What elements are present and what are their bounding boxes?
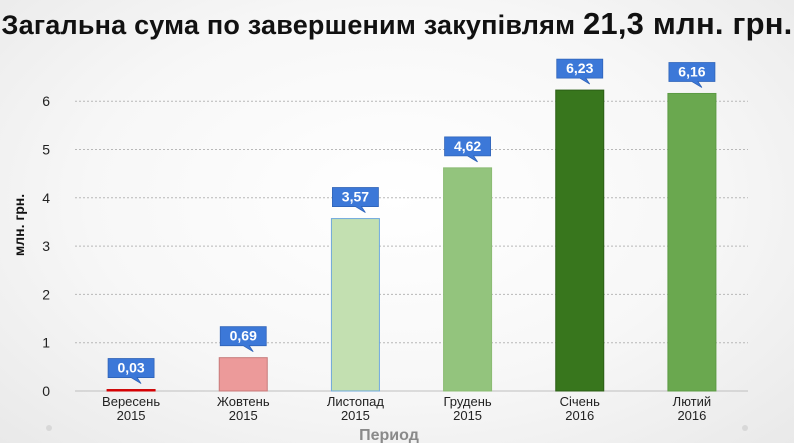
y-tick-label: 5 (42, 142, 50, 158)
data-label-callout (444, 136, 491, 163)
decorative-dot (46, 425, 52, 431)
decorative-dot (742, 425, 748, 431)
y-tick-label: 1 (42, 335, 50, 351)
x-tick-label-year: 2016 (677, 408, 706, 423)
x-tick-label-month: Січень (560, 394, 600, 409)
bar (555, 89, 605, 392)
x-axis-label: Период (359, 427, 419, 443)
x-tick-label-month: Лютий (673, 394, 711, 409)
y-tick-label: 0 (42, 383, 50, 399)
data-label-callout (668, 62, 716, 88)
x-tick-label-year: 2016 (565, 408, 594, 423)
data-label: 3,57 (342, 189, 369, 205)
x-tick-label-month: Вересень (102, 394, 160, 409)
data-label: 6,16 (678, 63, 705, 79)
x-tick-label-year: 2015 (341, 408, 370, 423)
bar (106, 389, 156, 392)
bar (330, 218, 380, 392)
bar (218, 357, 268, 392)
data-label-callout (556, 58, 604, 85)
y-tick-label: 3 (42, 238, 50, 254)
x-tick-label-year: 2015 (117, 408, 146, 423)
data-label: 0,69 (230, 328, 257, 344)
x-tick-label-year: 2015 (229, 408, 258, 423)
x-tick-label-year: 2015 (453, 408, 482, 423)
chart-title-text: Загальна сума по завершеним закупівлям (1, 10, 576, 40)
x-tick-label-month: Листопад (327, 394, 385, 409)
x-tick-label-month: Грудень (443, 394, 491, 409)
data-label-callout (107, 358, 155, 384)
data-label: 0,03 (117, 360, 144, 376)
data-label-callout (332, 187, 379, 213)
data-label: 4,62 (454, 138, 481, 154)
chart-title-amount: 21,3 млн. грн. (582, 6, 793, 41)
bar (667, 92, 717, 392)
data-label-callout (219, 326, 267, 353)
bar (443, 167, 493, 392)
y-tick-label: 2 (42, 286, 50, 302)
data-label: 6,23 (566, 60, 593, 76)
y-tick-label: 4 (42, 190, 50, 206)
y-tick-label: 6 (42, 93, 50, 109)
x-tick-label-month: Жовтень (217, 394, 270, 409)
chart-title: Загальна сума по завершеним закупівлям 2… (0, 6, 794, 42)
y-axis-label: млн. грн. (11, 194, 27, 256)
